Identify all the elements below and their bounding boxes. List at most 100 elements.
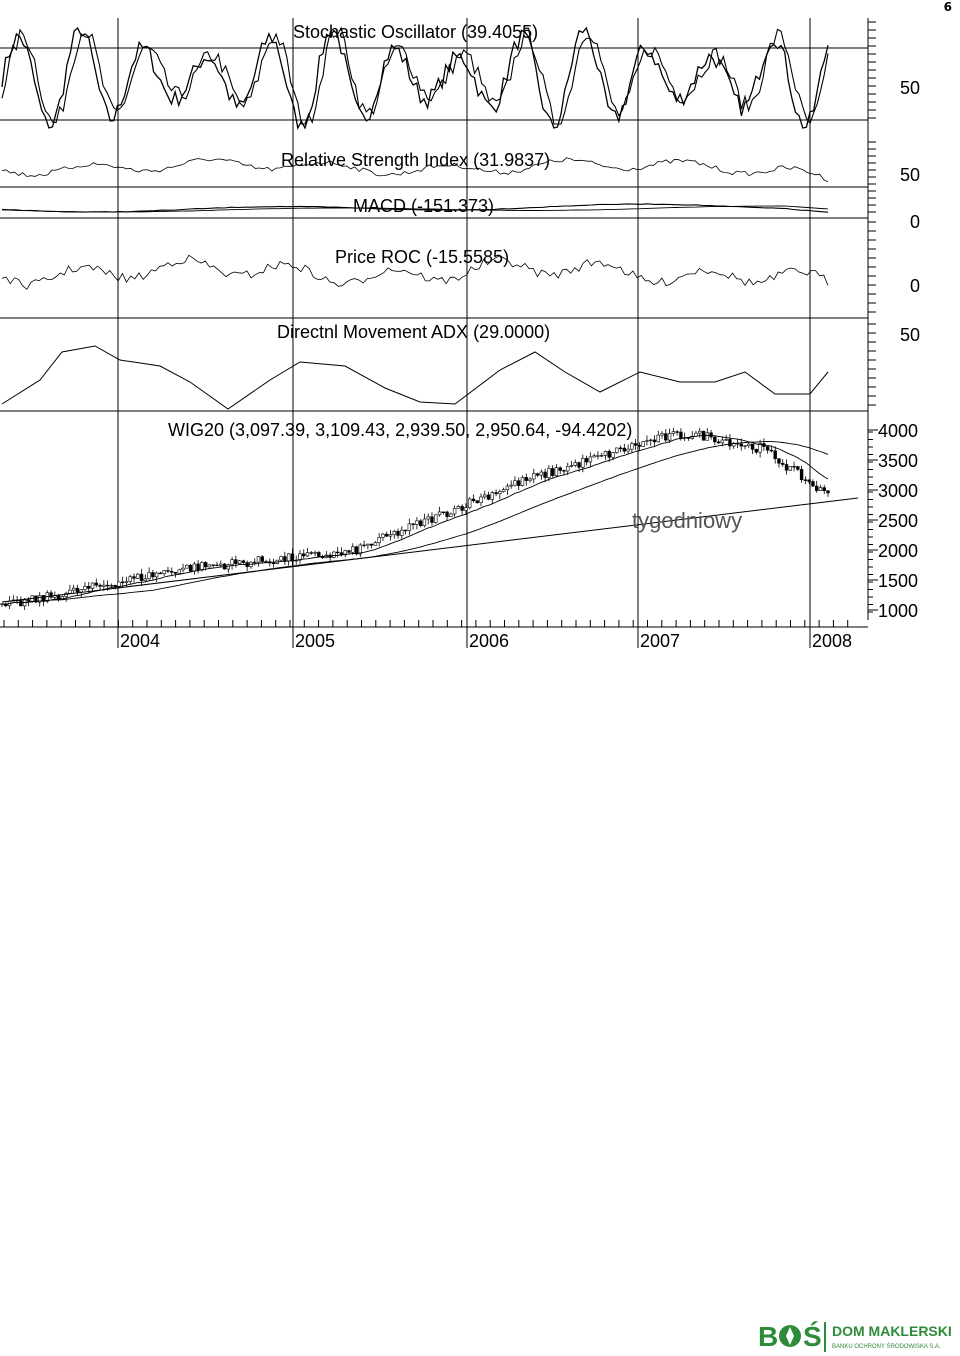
- candle-body: [418, 520, 423, 526]
- x-tick-label: 2004: [120, 631, 160, 651]
- candle-body: [671, 431, 676, 434]
- candle-body: [535, 473, 540, 476]
- candle-body: [200, 562, 204, 571]
- candle-body: [377, 537, 381, 543]
- candle-body: [335, 551, 340, 554]
- rsi-tick: 50: [900, 165, 920, 185]
- logo-title: DOM MAKLERSKI: [832, 1323, 952, 1339]
- macd-tick: 0: [910, 212, 920, 232]
- stochastic-tick: 50: [900, 78, 920, 98]
- candle-body: [396, 530, 400, 536]
- candle-body: [279, 556, 283, 561]
- candle-body: [75, 587, 80, 593]
- candle-body: [434, 514, 438, 523]
- candle-body: [460, 506, 464, 511]
- candle-body: [630, 443, 634, 450]
- candle-body: [509, 484, 513, 487]
- candle-body: [109, 584, 114, 587]
- candle-body: [826, 490, 830, 494]
- page-number: 6: [943, 0, 952, 14]
- price-panel: [0, 427, 859, 610]
- candle-body: [724, 439, 728, 441]
- candle-body: [667, 433, 672, 441]
- x-tick-label: 2006: [469, 631, 509, 651]
- candle-body: [607, 451, 611, 458]
- candle-body: [211, 564, 215, 566]
- timeframe-annotation: tygodniowy: [632, 508, 742, 533]
- candle-body: [136, 573, 140, 579]
- candle-body: [271, 562, 276, 565]
- candle-body: [716, 441, 721, 444]
- candle-body: [479, 496, 483, 503]
- candle-body: [358, 544, 363, 555]
- adx-title: Directnl Movement ADX (29.0000): [277, 322, 550, 342]
- candle-body: [464, 507, 468, 511]
- candle-body: [547, 468, 551, 478]
- candle-body: [264, 561, 268, 563]
- candle-body: [566, 465, 570, 472]
- candle-body: [822, 487, 826, 492]
- candle-body: [154, 572, 159, 578]
- candle-body: [79, 589, 83, 593]
- macd-title: MACD (-151.373): [353, 196, 494, 216]
- candle-body: [290, 553, 295, 562]
- candle-body: [814, 485, 819, 491]
- candle-body: [581, 458, 585, 468]
- candle-body: [452, 508, 457, 515]
- candle-body: [773, 450, 777, 459]
- price-tick-label: 3000: [878, 481, 918, 501]
- candle-body: [603, 451, 608, 456]
- indicator-panels: [1, 157, 829, 410]
- logo-divider: [824, 1322, 826, 1352]
- candle-body: [400, 529, 404, 536]
- candle-body: [196, 563, 200, 571]
- candle-body: [505, 485, 510, 490]
- candle-body: [550, 468, 555, 476]
- candle-body: [618, 447, 623, 450]
- candle-body: [792, 466, 796, 468]
- candle-body: [705, 432, 710, 441]
- candle-body: [132, 576, 136, 579]
- x-tick-label: 2008: [812, 631, 852, 651]
- candle-body: [105, 584, 110, 587]
- candle-body: [166, 570, 170, 572]
- technical-chart: 2004 2005 2006 2007 2008 4000 3500 3000 2500 200…: [0, 18, 920, 651]
- chart-frame: [0, 18, 869, 648]
- candle-body: [219, 563, 223, 566]
- candle-body: [173, 572, 178, 574]
- candle-body: [143, 578, 148, 581]
- candle-body: [313, 552, 317, 554]
- price-tick-label: 2500: [878, 511, 918, 531]
- candle-body: [498, 491, 502, 495]
- candle-body: [192, 563, 197, 572]
- candle-body: [660, 433, 664, 436]
- candle-body: [467, 498, 472, 508]
- candle-body: [237, 560, 242, 565]
- rsi-line: [1, 157, 829, 183]
- candle-body: [494, 492, 498, 495]
- candle-body: [124, 581, 129, 583]
- candle-body: [305, 552, 310, 557]
- candle-body: [302, 553, 306, 557]
- candle-body: [645, 440, 649, 442]
- candle-body: [679, 431, 683, 439]
- roc-title: Price ROC (-15.5585): [335, 247, 509, 267]
- candle-body: [765, 446, 770, 451]
- candle-body: [713, 436, 717, 443]
- candle-body: [411, 523, 415, 525]
- candle-body: [615, 447, 619, 453]
- price-tick-label: 4000: [878, 421, 918, 441]
- x-axis: 2004 2005 2006 2007 2008: [0, 620, 868, 651]
- candle-body: [369, 543, 374, 546]
- candle-body: [486, 494, 491, 500]
- candle-body: [362, 544, 366, 547]
- candle-body: [641, 441, 645, 447]
- candle-body: [633, 443, 638, 446]
- candle-body: [256, 556, 261, 563]
- candle-body: [203, 562, 208, 568]
- candle-body: [158, 572, 163, 575]
- candle-body: [675, 431, 679, 433]
- moving-average-long: [1, 441, 829, 606]
- candle-body: [599, 455, 604, 457]
- candle-body: [781, 462, 785, 465]
